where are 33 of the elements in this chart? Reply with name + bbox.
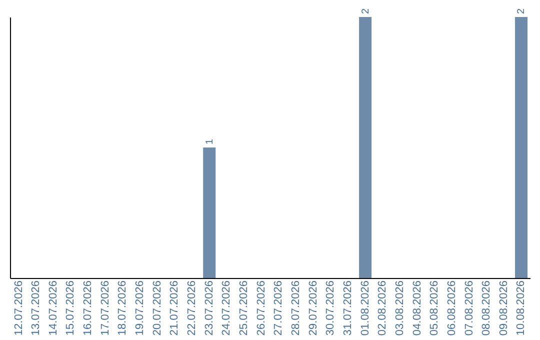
x-tick-label: 22.07.2026 (186, 280, 198, 336)
x-tick-label: 03.08.2026 (394, 280, 406, 336)
x-tick-label: 29.07.2026 (307, 280, 320, 336)
data-label: 2 (516, 8, 528, 14)
x-tick-label: 20.07.2026 (151, 280, 164, 336)
x-tick-label: 28.07.2026 (290, 280, 302, 336)
x-tick-label: 17.07.2026 (99, 280, 112, 336)
x-tick-label: 18.07.2026 (116, 280, 129, 336)
x-tick-label: 24.07.2026 (220, 280, 233, 336)
x-tick-label: 16.07.2026 (82, 280, 94, 336)
x-tick-label: 12.07.2026 (12, 280, 25, 336)
data-label: 1 (204, 138, 216, 144)
x-tick-label: 06.08.2026 (446, 280, 458, 336)
x-tick-label: 10.08.2026 (515, 280, 528, 336)
x-tick-label: 19.07.2026 (134, 280, 146, 336)
x-tick-label: 14.07.2026 (47, 280, 60, 336)
x-tick-label: 01.08.2026 (359, 280, 372, 336)
x-tick-label: 02.08.2026 (376, 280, 389, 336)
data-label: 2 (360, 8, 372, 14)
x-tick-label: 08.08.2026 (480, 280, 493, 336)
x-tick-label: 13.07.2026 (30, 280, 42, 336)
x-tick-label: 27.07.2026 (272, 280, 285, 336)
x-tick-label: 26.07.2026 (255, 280, 268, 336)
x-tick-label: 30.07.2026 (324, 280, 337, 336)
x-tick-label: 31.07.2026 (342, 280, 354, 336)
x-tick-label: 04.08.2026 (411, 280, 424, 336)
x-tick-label: 15.07.2026 (64, 280, 77, 336)
x-tick-label: 07.08.2026 (463, 280, 476, 336)
x-tick-label: 25.07.2026 (238, 280, 250, 336)
x-tick-label: 21.07.2026 (168, 280, 181, 336)
x-tick-label: 09.08.2026 (498, 280, 510, 336)
x-tick-label: 23.07.2026 (203, 280, 216, 336)
x-tick-label: 05.08.2026 (428, 280, 441, 336)
